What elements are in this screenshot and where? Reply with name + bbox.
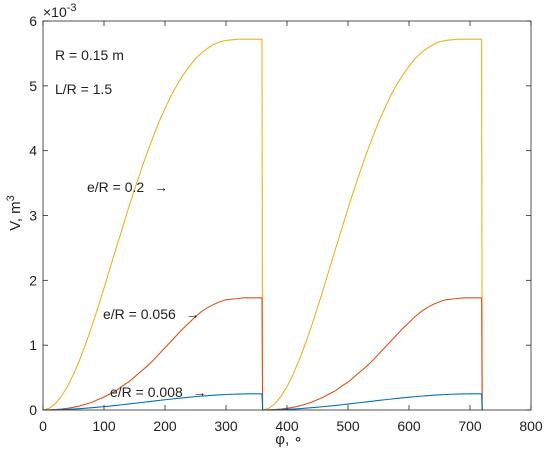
x-tick-label: 700 — [458, 418, 482, 434]
curve-label-0-056: e/R = 0.056 → — [103, 306, 200, 322]
y-tick-label: 4 — [29, 143, 37, 159]
axes-layer: 0 100 200 300 400 500 600 700 800 0 1 2 3 4 5 6 — [29, 13, 543, 434]
x-tick-label: 600 — [397, 418, 421, 434]
y-axis-label-base: V, m — [7, 201, 24, 230]
param-r-label: R = 0.15 m — [55, 47, 124, 63]
curve-label-0-2: e/R = 0.2 → — [87, 179, 168, 195]
y-axis-label: V, m3 — [5, 195, 24, 231]
x-tick-label: 0 — [39, 418, 47, 434]
arrow-icon: → — [193, 384, 207, 400]
y-tick-label: 2 — [29, 272, 37, 288]
x-tick-label: 500 — [336, 418, 360, 434]
x-tick-label: 100 — [92, 418, 116, 434]
y-tick-label: 3 — [29, 208, 37, 224]
arrow-icon: → — [186, 306, 200, 322]
x-tick-label: 200 — [153, 418, 177, 434]
y-tick-label: 0 — [29, 402, 37, 418]
curve-label-0-2-text: e/R = 0.2 — [87, 179, 144, 195]
curve-label-0-056-text: e/R = 0.056 — [103, 306, 176, 322]
y-tick-label: 5 — [29, 78, 37, 94]
y-axis-label-sup: 3 — [5, 195, 17, 201]
y-tick-label: 1 — [29, 337, 37, 353]
curve-label-0-008-text: e/R = 0.008 — [110, 384, 183, 400]
arrow-icon: → — [154, 179, 168, 195]
x-tick-label: 800 — [519, 418, 543, 434]
y-tick-label: 6 — [29, 13, 37, 29]
param-lr-label: L/R = 1.5 — [55, 81, 112, 97]
y-multiplier-base: ×10 — [43, 4, 67, 20]
x-tick-label: 300 — [214, 418, 238, 434]
y-multiplier-exp: -3 — [67, 2, 77, 14]
y-multiplier: ×10-3 — [43, 2, 77, 20]
curve-label-0-008: e/R = 0.008 → — [110, 384, 207, 400]
x-axis-label: φ, ∘ — [275, 431, 302, 448]
x-tick-label: 400 — [275, 418, 299, 434]
